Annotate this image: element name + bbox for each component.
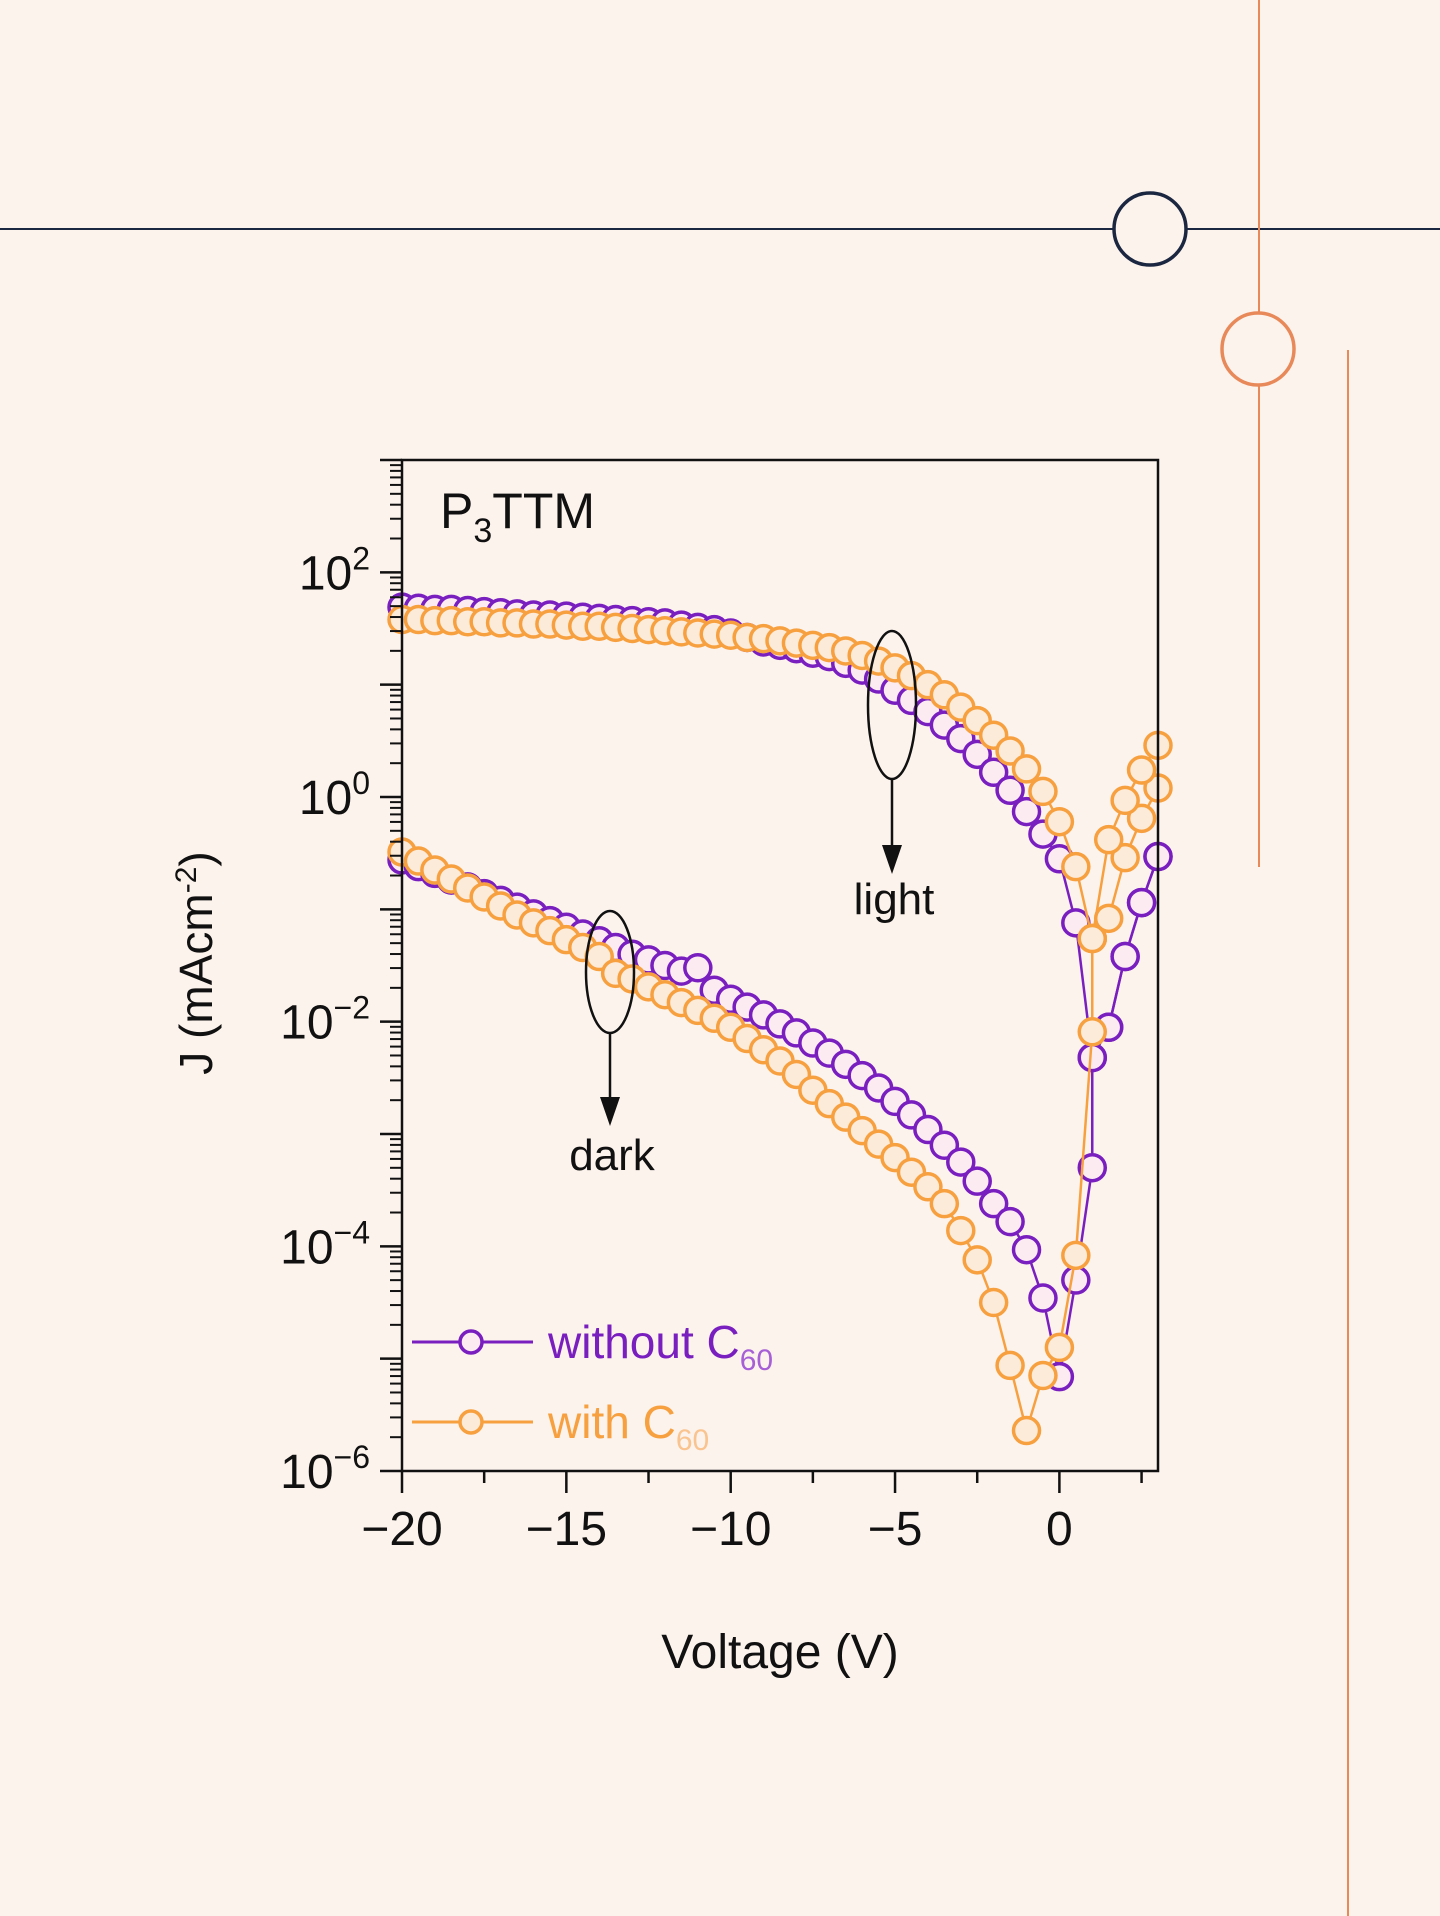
data-point: [1077, 1152, 1108, 1183]
data-point: [995, 1350, 1025, 1381]
x-tick-label: 0: [1046, 1503, 1073, 1556]
data-point: [1011, 796, 1042, 827]
data-point: [1044, 806, 1075, 837]
legend-entry-without[interactable]: without C60: [412, 1316, 773, 1377]
legend-entry-with[interactable]: with C60: [412, 1396, 709, 1457]
data-point: [978, 1287, 1009, 1318]
data-point: [1110, 785, 1140, 816]
legend: without C60 with C60: [412, 1316, 773, 1457]
annotation-light-arrow-head: [882, 845, 902, 874]
data-point: [1126, 887, 1157, 918]
data-point: [1126, 803, 1157, 834]
legend-label-with: with C60: [547, 1396, 709, 1457]
data-point: [1110, 842, 1140, 873]
data-point: [1011, 1234, 1042, 1265]
data-point: [1011, 1415, 1042, 1446]
data-point: [1093, 824, 1124, 855]
data-point: [1028, 1360, 1058, 1391]
data-point: [1011, 754, 1042, 784]
chart-axes: −20 −15 −10 −5 0 102 100 10−2 10−4 10−6: [280, 458, 1160, 1556]
legend-marker-with: [458, 1409, 484, 1435]
annotation-dark-arrow-head: [600, 1097, 620, 1126]
x-tick-label: −20: [361, 1503, 442, 1556]
data-point: [978, 757, 1009, 788]
annotation-light-label: light: [854, 875, 935, 924]
annotation-dark-label: dark: [569, 1131, 656, 1180]
legend-label-without: without C60: [547, 1316, 773, 1377]
annotation-light: light: [854, 629, 935, 924]
series-3: [387, 841, 1173, 1392]
y-tick-label: 100: [299, 765, 370, 825]
chart-title: P3TTM: [440, 483, 595, 550]
series-4: [387, 837, 1108, 1446]
data-point: [929, 1188, 960, 1219]
data-point: [962, 739, 992, 770]
y-tick-label: 10−4: [280, 1214, 370, 1274]
data-point: [946, 1215, 976, 1246]
chart-marks: [387, 592, 1173, 1446]
y-tick-label: 102: [299, 540, 370, 600]
data-point: [995, 775, 1025, 806]
plot-frame: [400, 458, 1160, 1473]
x-tick-label: −15: [526, 1503, 607, 1556]
y-tick-label: 10−6: [280, 1439, 370, 1499]
y-tick-label: 10−2: [280, 990, 370, 1050]
deco-navy-circle: [1112, 191, 1188, 267]
series-1: [387, 604, 1173, 954]
data-point: [962, 1166, 992, 1196]
data-point: [1061, 1265, 1091, 1295]
data-point: [1077, 923, 1108, 954]
data-point: [1110, 941, 1140, 972]
data-point: [1028, 1283, 1058, 1313]
annotation-dark: dark: [569, 909, 656, 1180]
data-point: [995, 736, 1025, 766]
data-point: [946, 1147, 976, 1177]
y-axis-label: J (mAcm-2): [170, 851, 222, 1074]
data-point: [1028, 776, 1058, 807]
x-tick-label: −5: [868, 1503, 923, 1556]
data-point: [1061, 851, 1091, 882]
data-point: [995, 1206, 1025, 1237]
legend-marker-without: [458, 1329, 484, 1355]
data-point: [1044, 1332, 1075, 1363]
x-axis-label: Voltage (V): [661, 1626, 898, 1679]
data-point: [683, 952, 713, 983]
data-point: [1077, 1017, 1108, 1047]
x-tick-label: −10: [690, 1503, 771, 1556]
data-point: [978, 1188, 1009, 1219]
data-point: [1061, 1240, 1091, 1271]
data-point: [1126, 755, 1157, 785]
data-point: [962, 1245, 992, 1275]
